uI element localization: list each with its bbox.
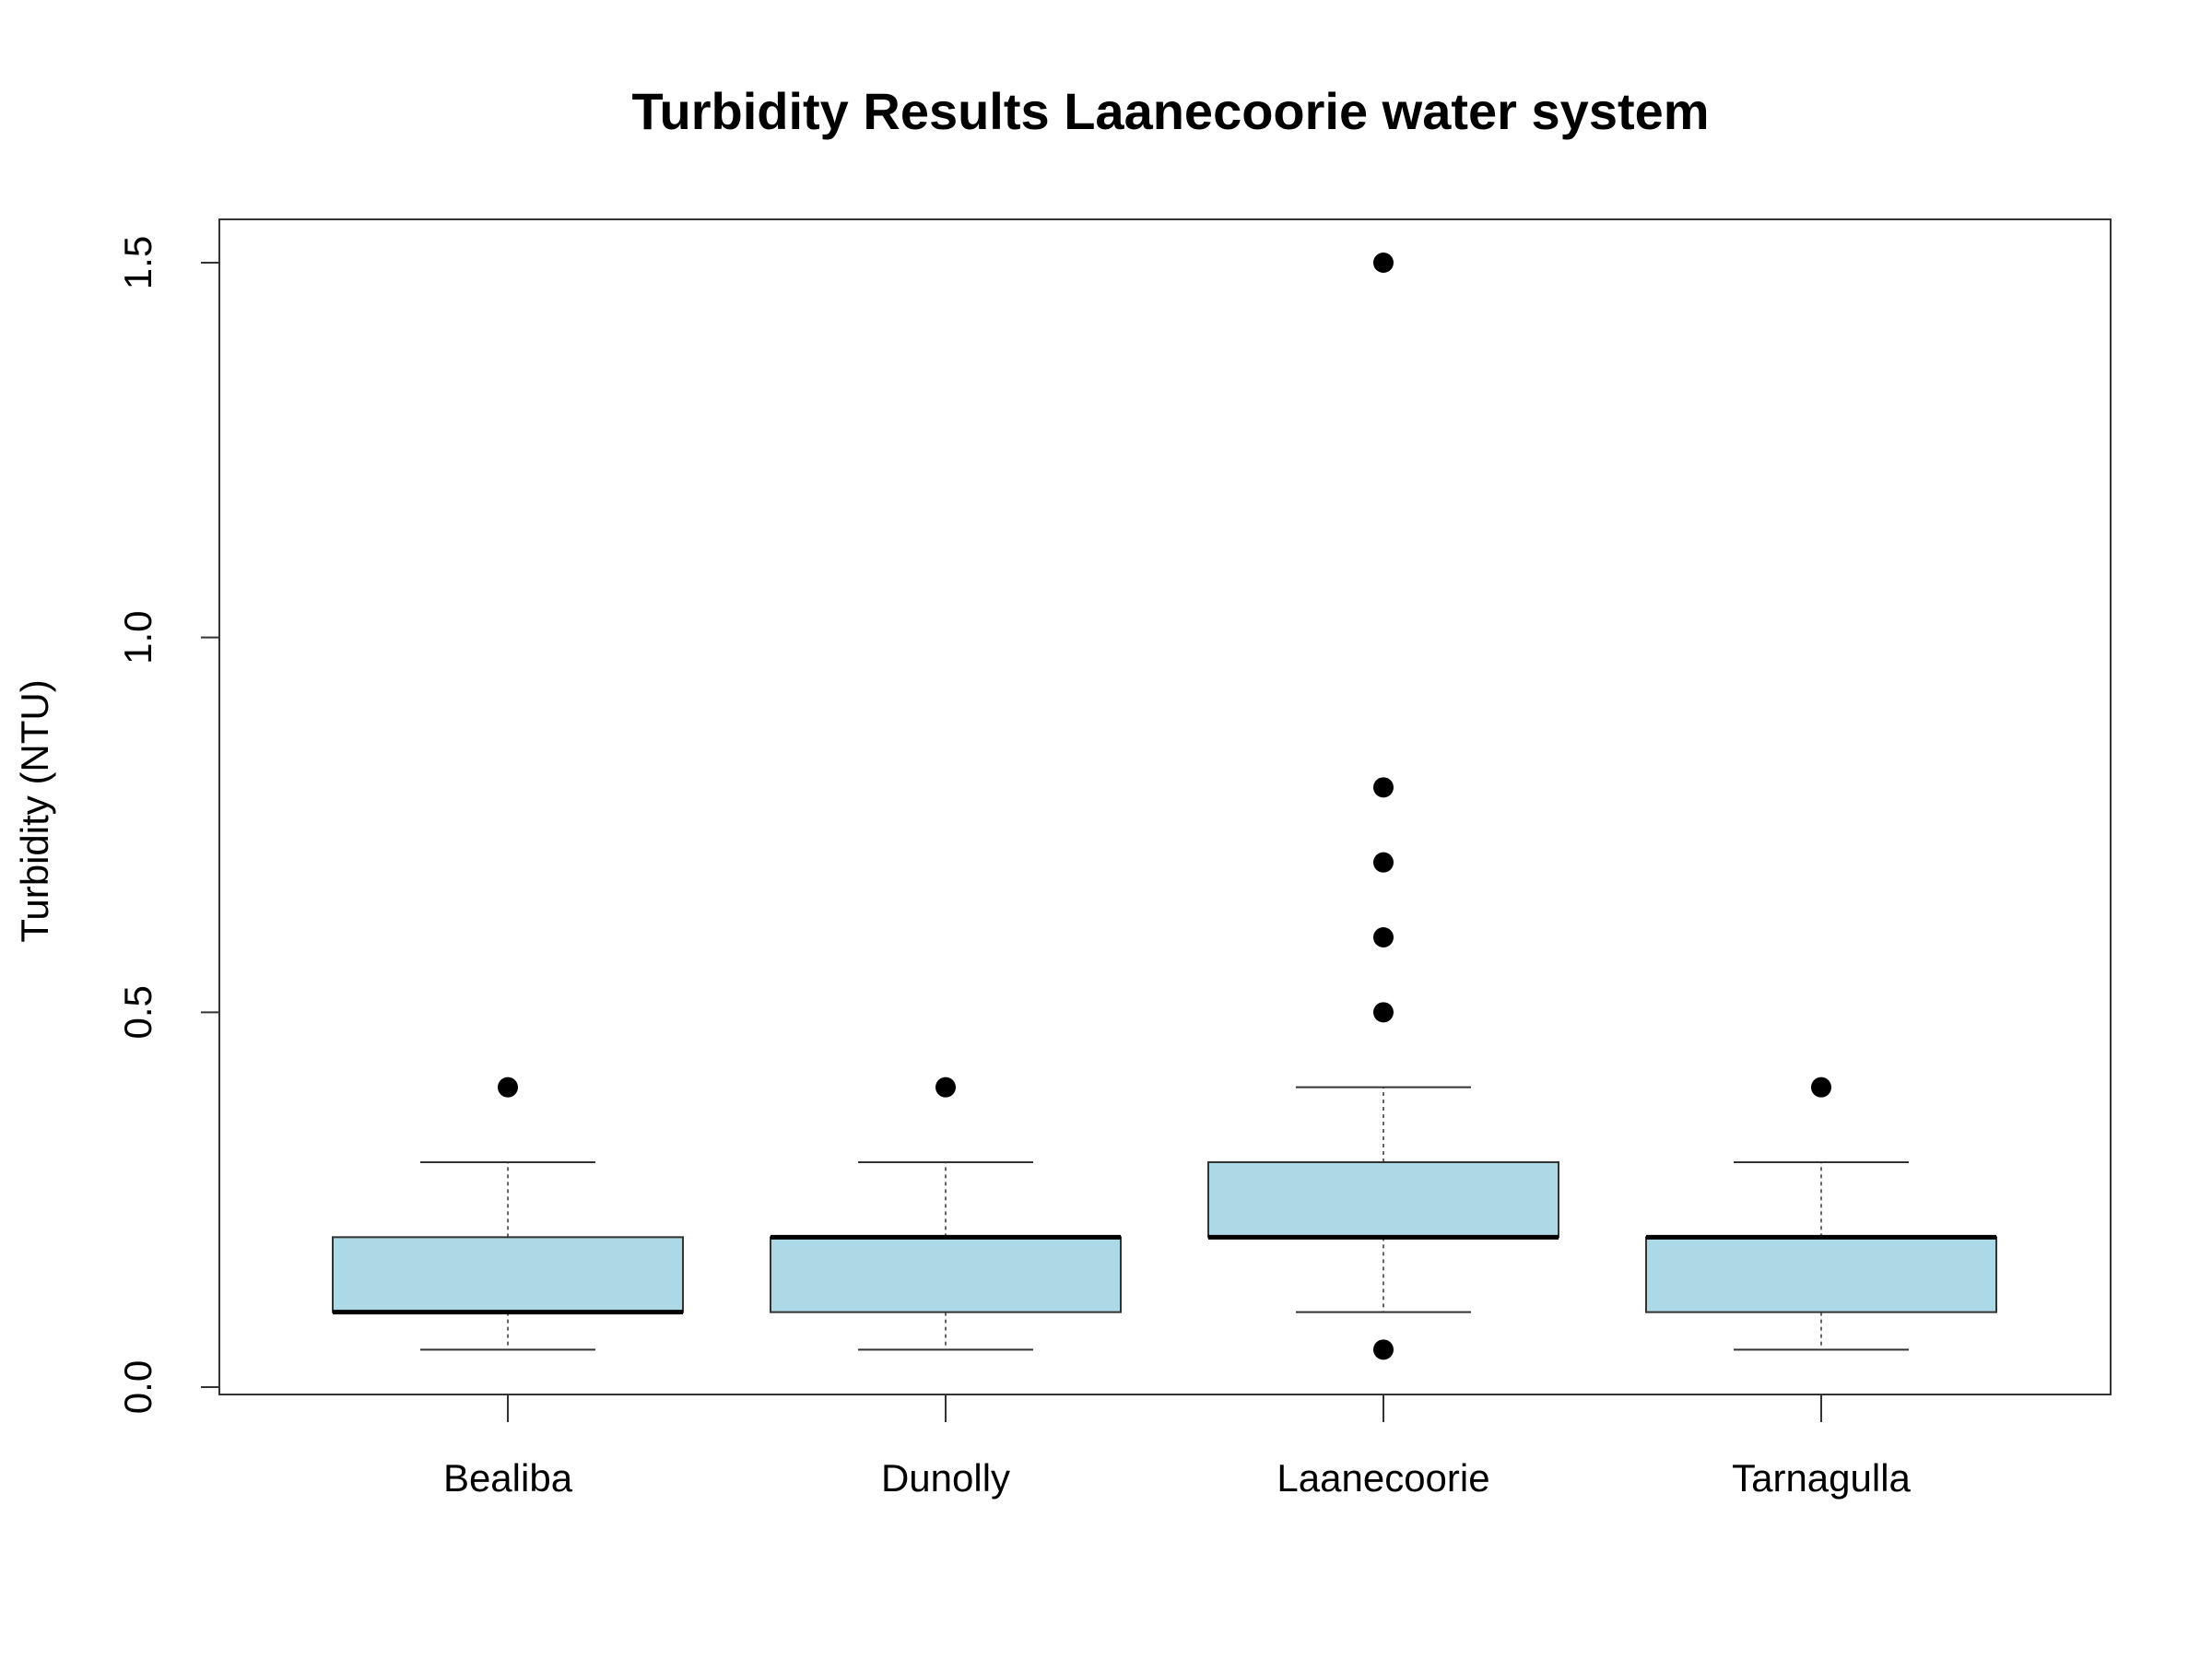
outlier-point: [1811, 1077, 1831, 1098]
box-iqr: [1645, 1236, 1997, 1313]
box-tarnagulla: [1645, 1077, 1997, 1351]
boxes-group: [332, 253, 1997, 1360]
outlier-point: [1373, 852, 1394, 873]
x-tick-label: Dunolly: [881, 1456, 1010, 1500]
x-tick-label: Tarnagulla: [1732, 1456, 1911, 1500]
y-tick-label: 1.5: [116, 236, 159, 289]
box-iqr: [1207, 1161, 1559, 1239]
chart-title: Turbidity Results Laanecoorie water syst…: [631, 82, 1709, 140]
y-tick-label: 1.0: [116, 610, 159, 664]
outlier-point: [935, 1077, 956, 1098]
box-bealiba: [332, 1077, 684, 1351]
plot-frame: [218, 218, 2112, 1395]
y-axis-label: Turbidity (NTU): [13, 679, 56, 942]
y-tick-label: 0.5: [116, 985, 159, 1039]
outlier-point: [1373, 927, 1394, 947]
y-axis: 0.0 0.5 1.0 1.5: [116, 236, 220, 1414]
y-tick-label: 0.0: [116, 1360, 159, 1414]
outlier-point: [1373, 1339, 1394, 1360]
x-tick-label: Bealiba: [443, 1456, 573, 1500]
outlier-point: [1373, 253, 1394, 273]
outlier-point: [1373, 1002, 1394, 1023]
x-tick-label: Laanecoorie: [1277, 1456, 1489, 1500]
outlier-point: [1373, 777, 1394, 798]
box-laanecoorie: [1207, 253, 1559, 1360]
box-iqr: [332, 1236, 684, 1313]
box-iqr: [770, 1236, 1122, 1313]
box-dunolly: [770, 1077, 1122, 1351]
x-axis: Bealiba Dunolly Laanecoorie Tarnagulla: [443, 1394, 1912, 1500]
outlier-point: [498, 1077, 518, 1098]
